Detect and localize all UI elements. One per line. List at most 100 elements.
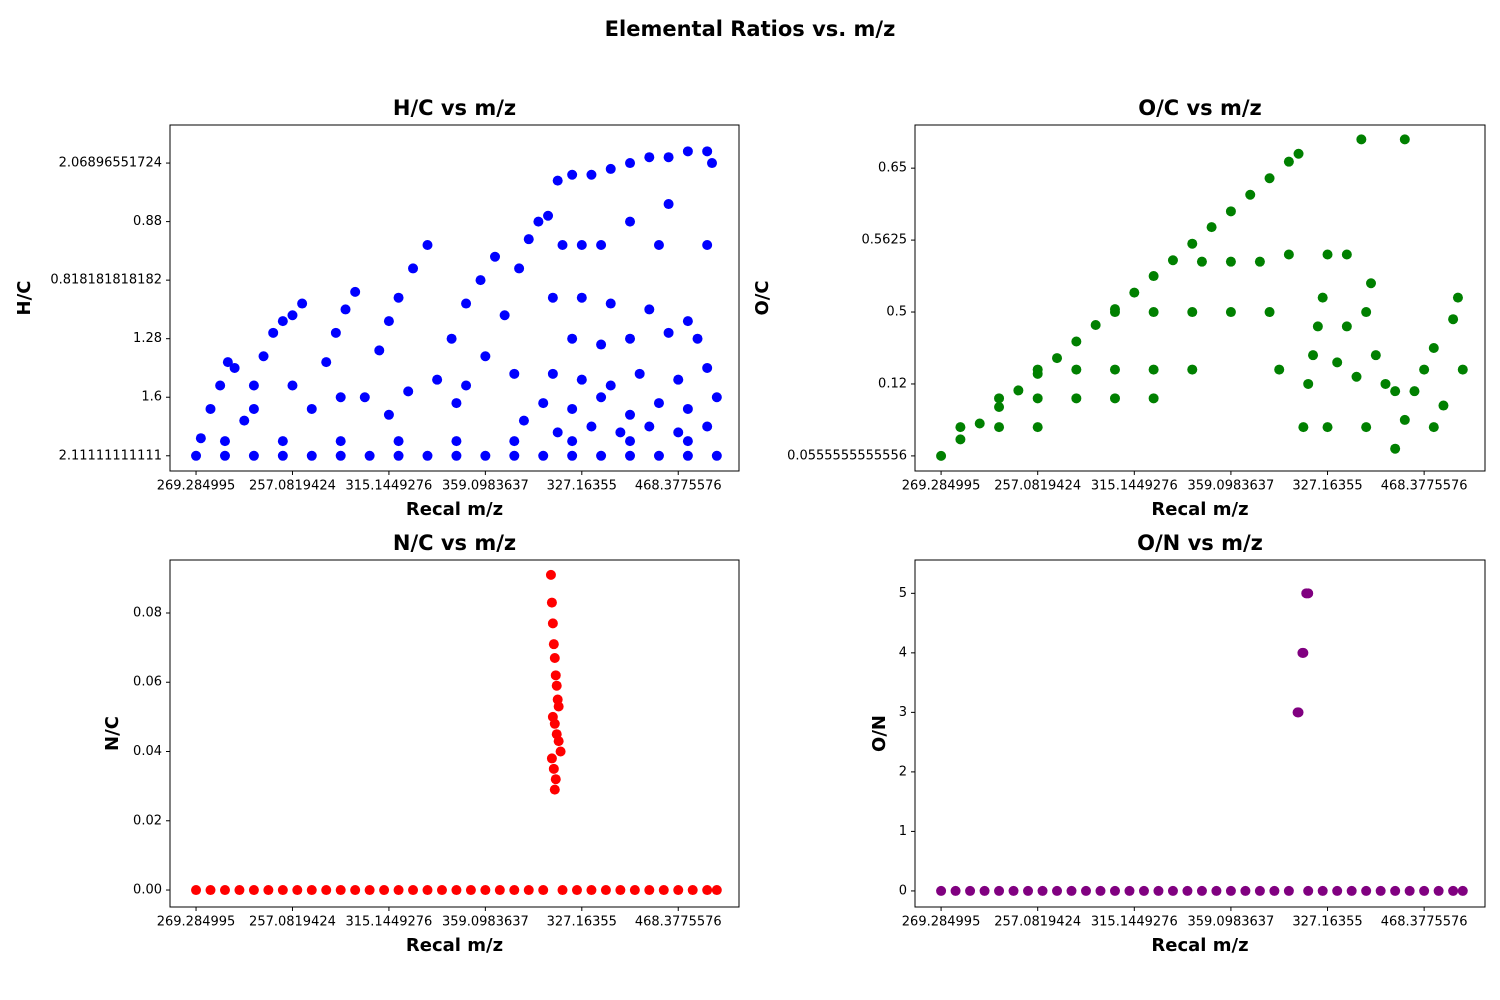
- point: [1148, 307, 1159, 318]
- point: [422, 450, 433, 461]
- axes-frame: [169, 124, 740, 472]
- point: [306, 885, 317, 896]
- point: [567, 333, 578, 344]
- point: [408, 263, 419, 274]
- point: [263, 885, 274, 896]
- point: [1081, 885, 1091, 896]
- point: [549, 718, 560, 729]
- point: [1428, 422, 1439, 433]
- point: [222, 357, 233, 368]
- x-tick-label: 315.1449276: [345, 915, 432, 930]
- point: [1457, 885, 1468, 896]
- point: [374, 345, 385, 356]
- point: [219, 450, 230, 461]
- point: [393, 436, 404, 447]
- point: [702, 885, 713, 896]
- point: [480, 885, 491, 896]
- y-axis-label: N/C: [102, 716, 123, 751]
- point: [1052, 885, 1063, 896]
- point: [711, 450, 722, 461]
- point: [682, 146, 693, 157]
- point: [1071, 364, 1082, 375]
- point: [1308, 350, 1319, 361]
- point: [451, 450, 462, 461]
- point: [451, 436, 462, 447]
- point: [1356, 134, 1367, 145]
- points: [936, 134, 1468, 461]
- y-tick-label: 0.65: [878, 161, 907, 176]
- point: [663, 327, 674, 338]
- point: [1390, 386, 1401, 397]
- point: [1032, 422, 1043, 433]
- point: [965, 885, 976, 896]
- point: [644, 885, 655, 896]
- point: [461, 298, 472, 309]
- point: [475, 275, 486, 286]
- point: [248, 885, 259, 896]
- point: [1433, 885, 1444, 896]
- point: [653, 398, 664, 409]
- point: [509, 885, 520, 896]
- point: [1254, 256, 1265, 267]
- y-tick-label: 0: [899, 883, 907, 898]
- point: [1366, 278, 1376, 289]
- point: [663, 199, 674, 210]
- point: [403, 386, 414, 397]
- point: [625, 409, 636, 420]
- point: [1037, 885, 1048, 896]
- point: [1023, 885, 1034, 896]
- point: [205, 403, 216, 414]
- point: [1361, 422, 1372, 433]
- point: [1283, 156, 1294, 167]
- point: [629, 885, 640, 896]
- x-axis-label: Recal m/z: [406, 499, 503, 520]
- point: [1317, 885, 1328, 896]
- point: [1095, 885, 1106, 896]
- point: [1138, 885, 1149, 896]
- x-tick-label: 315.1449276: [345, 479, 432, 494]
- point: [1351, 371, 1362, 382]
- point: [673, 374, 684, 385]
- point: [1071, 336, 1082, 347]
- point: [287, 380, 298, 391]
- point: [432, 374, 443, 385]
- point: [446, 333, 457, 344]
- y-tick-label: 0.88: [133, 214, 162, 229]
- y-tick-label: 2: [899, 764, 907, 779]
- y-axis-label: O/C: [752, 280, 773, 315]
- point: [1032, 393, 1043, 404]
- x-tick-label: 269.284995: [157, 479, 236, 494]
- y-tick-label: 3: [899, 705, 907, 720]
- x-tick-label: 257.0819424: [994, 479, 1081, 494]
- point: [596, 339, 607, 350]
- points: [191, 569, 722, 896]
- point: [555, 746, 566, 757]
- y-tick-label: 0.08: [133, 605, 162, 620]
- point: [702, 146, 713, 157]
- point: [545, 569, 556, 580]
- point: [994, 422, 1005, 433]
- point: [494, 885, 505, 896]
- point: [1269, 885, 1280, 896]
- point: [955, 422, 966, 433]
- point: [1129, 287, 1140, 298]
- point: [480, 450, 491, 461]
- point: [692, 333, 703, 344]
- x-tick-label: 468.3775576: [635, 479, 722, 494]
- point: [1167, 255, 1178, 266]
- point: [1182, 885, 1193, 896]
- point: [1409, 386, 1420, 397]
- point: [1293, 707, 1304, 718]
- point: [605, 163, 616, 174]
- point: [1303, 885, 1314, 896]
- point: [1370, 350, 1381, 361]
- point: [335, 450, 346, 461]
- point: [1187, 364, 1198, 375]
- point: [1052, 353, 1063, 364]
- point: [1419, 364, 1430, 375]
- point: [1448, 314, 1459, 325]
- point: [1225, 256, 1236, 267]
- point: [548, 763, 559, 774]
